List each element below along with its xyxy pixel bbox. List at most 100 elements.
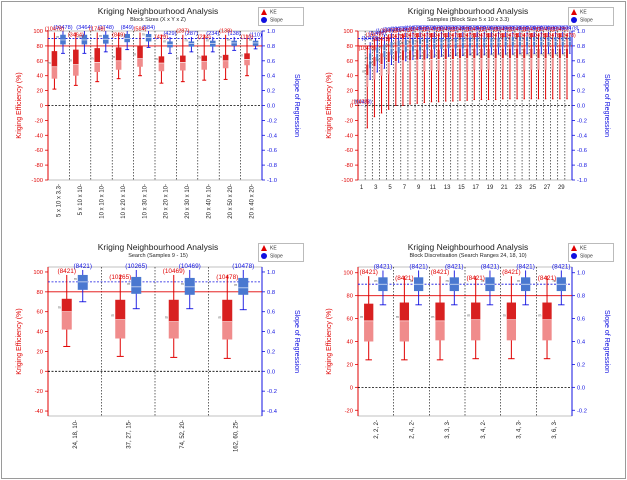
ke-box-upper — [537, 48, 540, 59]
slope-count-label: (10478) — [53, 25, 72, 31]
ke-count-label: (8421) — [502, 269, 520, 276]
ke-box-lower — [437, 59, 440, 71]
circle-icon — [571, 17, 577, 23]
slope-count-label: (234) — [206, 31, 219, 37]
ke-box-lower — [115, 60, 122, 70]
slope-mean-mark: m — [422, 39, 425, 43]
legend-item-ke: KE — [571, 9, 587, 16]
left-tick-label: 100 — [33, 29, 43, 35]
slope-count-label: (10478) — [433, 26, 451, 32]
ke-box-lower — [168, 321, 179, 339]
slope-count-label: (10478) — [362, 36, 380, 42]
ke-box-lower — [480, 58, 483, 70]
slope-mean-mark: m — [401, 41, 404, 45]
slope-box — [383, 44, 386, 58]
category-label: 3, 3, 3- — [445, 420, 451, 439]
right-tick-label: 0.4 — [267, 74, 276, 80]
slope-count-label: (10478) — [469, 26, 487, 32]
ke-box-lower — [222, 60, 229, 69]
slope-count-label: (8421) — [516, 263, 534, 270]
right-tick-label: 0.6 — [577, 317, 585, 323]
right-tick-label: -1.0 — [577, 178, 587, 184]
ke-mean-mark: m — [441, 53, 444, 57]
ke-box-lower — [566, 58, 569, 70]
slope-count-label: (10478) — [547, 26, 565, 32]
legend-item-slope: Slope — [571, 17, 593, 24]
ke-box-lower — [473, 58, 476, 70]
slope-mean-mark: m — [372, 48, 375, 52]
ke-box-lower — [201, 61, 208, 70]
slope-box — [188, 41, 195, 47]
category-label: 2, 4, 2- — [410, 420, 416, 439]
right-tick-label: -0.6 — [267, 148, 277, 154]
ke-mean-mark: m — [384, 56, 387, 60]
ke-box-upper — [380, 53, 383, 65]
category-label: 162, 60, 25- — [233, 420, 239, 452]
ke-count-label: (3464) — [68, 32, 84, 38]
slope-count-label: (10478) — [454, 26, 472, 32]
left-tick-label: -100 — [31, 178, 43, 184]
category-label: 11 — [430, 185, 437, 191]
ke-box-upper — [180, 55, 186, 63]
ke-count-label: (8421) — [58, 268, 76, 275]
ke-mean-mark: m — [111, 314, 114, 318]
slope-mean-mark: m — [565, 36, 568, 40]
legend-slope-label: Slope — [270, 253, 283, 260]
legend-ke-label: KE — [580, 245, 587, 252]
ke-mean-mark: m — [538, 314, 541, 318]
ke-box-upper — [523, 48, 526, 59]
category-label: 20 x 40 x 10- — [207, 184, 213, 219]
left-tick-label: 100 — [343, 29, 353, 35]
category-label: 5 x 10 x 3.3- — [57, 184, 63, 217]
slope-count-label: (10478) — [390, 26, 408, 32]
left-tick-label: -80 — [345, 163, 353, 169]
slope-count-label: (10478) — [540, 26, 558, 32]
slope-mean-mark: m — [394, 42, 397, 46]
slope-mean-mark: m — [408, 40, 411, 44]
slope-box — [468, 37, 471, 48]
slope-count-label: (10478) — [447, 26, 465, 32]
ke-box-upper — [435, 302, 445, 321]
category-label: 19 — [487, 185, 494, 191]
ke-box-upper — [409, 50, 412, 61]
circle-icon — [261, 253, 267, 259]
ke-box-lower — [399, 320, 410, 342]
right-tick-label: -0.4 — [577, 133, 588, 139]
ke-count-label: (10478) — [508, 27, 526, 33]
right-tick-label: 0.0 — [267, 369, 275, 375]
legend-ke-label: KE — [270, 9, 277, 16]
slope-box — [376, 47, 379, 61]
slope-mean-mark: m — [551, 36, 554, 40]
slope-count-label: (10478) — [490, 26, 508, 32]
chart-panel-block-sizes: -100 -80 -60 -40 -20 0 20 40 60 80 100 -1.0 -0.8 -0.6… — [8, 4, 308, 236]
slope-count-label: (10478) — [440, 26, 458, 32]
slope-count-label: (10478) — [533, 26, 551, 32]
slope-box — [547, 36, 550, 47]
chart-subtitle: Samples (Block Size 5 x 10 x 3.3) — [426, 17, 510, 23]
slope-count-label: (10478) — [369, 31, 387, 37]
slope-count-label: (10478) — [426, 26, 444, 32]
right-tick-label: 0.4 — [267, 330, 276, 336]
slope-box — [238, 277, 249, 295]
slope-count-label: (8421) — [552, 263, 570, 270]
left-tick-label: 40 — [347, 74, 353, 80]
right-tick-label: 0.8 — [267, 44, 275, 50]
left-tick-label: 0 — [350, 385, 353, 391]
category-label: 20 x 50 x 20- — [228, 184, 234, 219]
ke-mean-mark: m — [562, 53, 565, 57]
left-tick-label: 60 — [347, 317, 353, 323]
ke-box-upper — [137, 45, 143, 59]
ke-mean-mark: m — [462, 53, 465, 57]
ke-count-label: (10478) — [216, 274, 238, 281]
triangle-icon — [571, 245, 577, 251]
left-tick-label: 60 — [347, 59, 353, 65]
slope-box — [397, 40, 400, 54]
ke-box-upper — [115, 299, 126, 320]
ke-count-label: (10478) — [473, 33, 491, 39]
ke-mean-mark: m — [505, 53, 508, 57]
left-tick-label: 100 — [33, 270, 43, 276]
slope-box — [497, 37, 500, 48]
legend-item-ke: KE — [261, 245, 277, 252]
ke-count-label: (10478) — [523, 27, 541, 33]
ke-mean-mark: m — [498, 53, 501, 57]
